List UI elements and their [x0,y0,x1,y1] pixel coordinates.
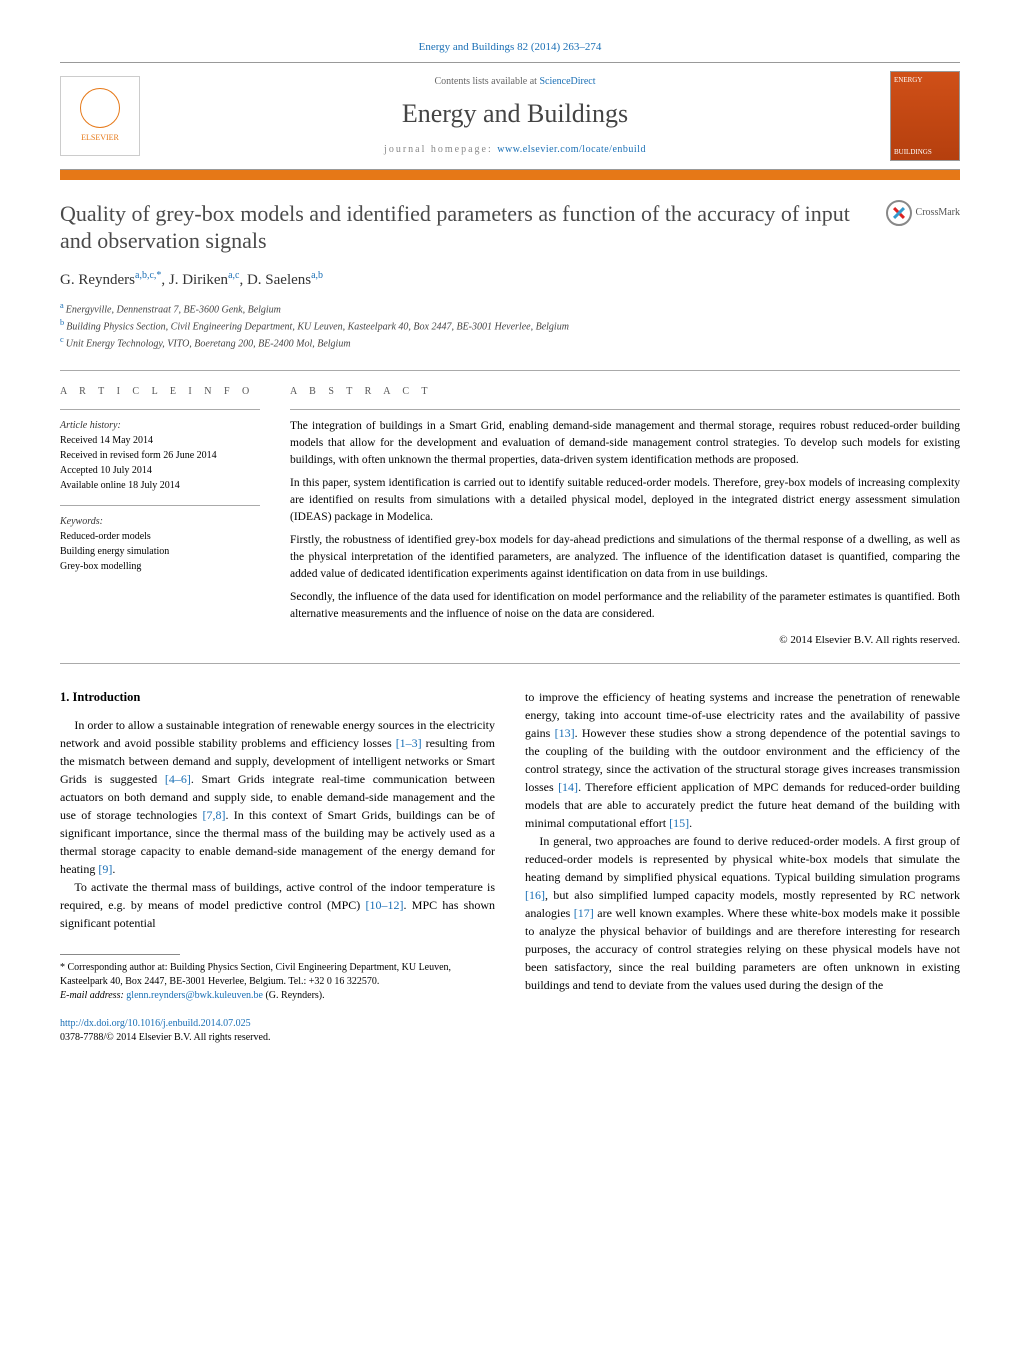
crossmark-badge[interactable]: CrossMark [886,200,960,226]
footnote-separator [60,954,180,955]
abstract-column: A B S T R A C T The integration of build… [290,385,960,649]
article-title: Quality of grey-box models and identifie… [60,200,866,255]
abstract-p4: Secondly, the influence of the data used… [290,589,960,622]
article-info-heading: A R T I C L E I N F O [60,385,260,400]
info-divider-1 [60,409,260,410]
keywords-label: Keywords: [60,514,260,529]
c2p2a: In general, two approaches are found to … [525,834,960,884]
affiliation-b: Building Physics Section, Civil Engineer… [66,321,569,332]
crossmark-icon [886,200,912,226]
affiliation-a: Energyville, Dennenstraat 7, BE-3600 Gen… [66,304,281,315]
keyword-3: Grey-box modelling [60,559,260,574]
author-1: G. Reynders [60,272,135,288]
elsevier-logo: ELSEVIER [60,76,140,156]
email-label: E-mail address: [60,990,126,1001]
journal-header: ELSEVIER Contents lists available at Sci… [60,62,960,170]
abstract-p1: The integration of buildings in a Smart … [290,418,960,468]
corresponding-author: Corresponding author at: Building Physic… [60,962,451,987]
doi-link[interactable]: http://dx.doi.org/10.1016/j.enbuild.2014… [60,1018,251,1029]
c2p1d: . [689,816,692,830]
ref-17[interactable]: [17] [574,906,594,920]
history-revised: Received in revised form 26 June 2014 [60,448,260,463]
history-label: Article history: [60,418,260,433]
homepage-link[interactable]: www.elsevier.com/locate/enbuild [497,144,646,155]
contents-line: Contents lists available at ScienceDirec… [140,75,890,90]
c1p1e: . [112,862,115,876]
abstract-copyright: © 2014 Elsevier B.V. All rights reserved… [290,633,960,649]
authors-line: G. Reyndersa,b,c,*, J. Dirikena,c, D. Sa… [60,269,960,292]
cover-bottom: BUILDINGS [894,147,956,157]
ref-9[interactable]: [9] [98,862,112,876]
author-3-aff: a,b [311,270,323,281]
abstract-p2: In this paper, system identification is … [290,475,960,525]
history-accepted: Accepted 10 July 2014 [60,463,260,478]
ref-15[interactable]: [15] [669,816,689,830]
issn-copyright: 0378-7788/© 2014 Elsevier B.V. All right… [60,1031,495,1045]
orange-divider [60,170,960,180]
author-3: , D. Saelens [239,272,311,288]
author-2: , J. Diriken [161,272,228,288]
journal-cover-thumb: ENERGY BUILDINGS [890,71,960,161]
info-divider-2 [60,505,260,506]
keyword-1: Reduced-order models [60,529,260,544]
homepage-prefix: journal homepage: [384,144,497,155]
doi-block: http://dx.doi.org/10.1016/j.enbuild.2014… [60,1017,495,1045]
ref-16[interactable]: [16] [525,888,545,902]
homepage-line: journal homepage: www.elsevier.com/locat… [140,143,890,158]
journal-name: Energy and Buildings [140,95,890,133]
c2p1c: . Therefore efficient application of MPC… [525,780,960,830]
cover-top: ENERGY [894,75,956,85]
journal-ref-link[interactable]: Energy and Buildings 82 (2014) 263–274 [419,41,602,53]
history-received: Received 14 May 2014 [60,433,260,448]
ref-14[interactable]: [14] [558,780,578,794]
abstract-p3: Firstly, the robustness of identified gr… [290,532,960,582]
ref-13[interactable]: [13] [555,726,575,740]
sciencedirect-link[interactable]: ScienceDirect [539,76,595,87]
body-column-left: 1. Introduction In order to allow a sust… [60,688,495,1045]
article-info-column: A R T I C L E I N F O Article history: R… [60,385,260,649]
affiliations: a Energyville, Dennenstraat 7, BE-3600 G… [60,300,960,352]
corr-star: * [60,962,68,973]
affiliation-c: Unit Energy Technology, VITO, Boeretang … [66,339,351,350]
section-1-heading: 1. Introduction [60,688,495,706]
footnotes: * Corresponding author at: Building Phys… [60,961,495,1003]
keyword-2: Building energy simulation [60,544,260,559]
ref-7-8[interactable]: [7,8] [202,808,225,822]
elsevier-label: ELSEVIER [81,132,119,144]
ref-4-6[interactable]: [4–6] [165,772,191,786]
email-link[interactable]: glenn.reynders@bwk.kuleuven.be [126,990,263,1001]
ref-1-3[interactable]: [1–3] [396,736,422,750]
author-1-aff: a,b,c,* [135,270,161,281]
author-2-aff: a,c [228,270,239,281]
history-online: Available online 18 July 2014 [60,478,260,493]
ref-10-12[interactable]: [10–12] [366,898,404,912]
elsevier-tree-icon [80,88,120,128]
email-suffix: (G. Reynders). [263,990,325,1001]
abstract-heading: A B S T R A C T [290,385,960,400]
abstract-divider [290,409,960,410]
contents-prefix: Contents lists available at [434,76,539,87]
journal-reference: Energy and Buildings 82 (2014) 263–274 [60,40,960,56]
body-column-right: to improve the efficiency of heating sys… [525,688,960,1045]
crossmark-label: CrossMark [916,206,960,221]
